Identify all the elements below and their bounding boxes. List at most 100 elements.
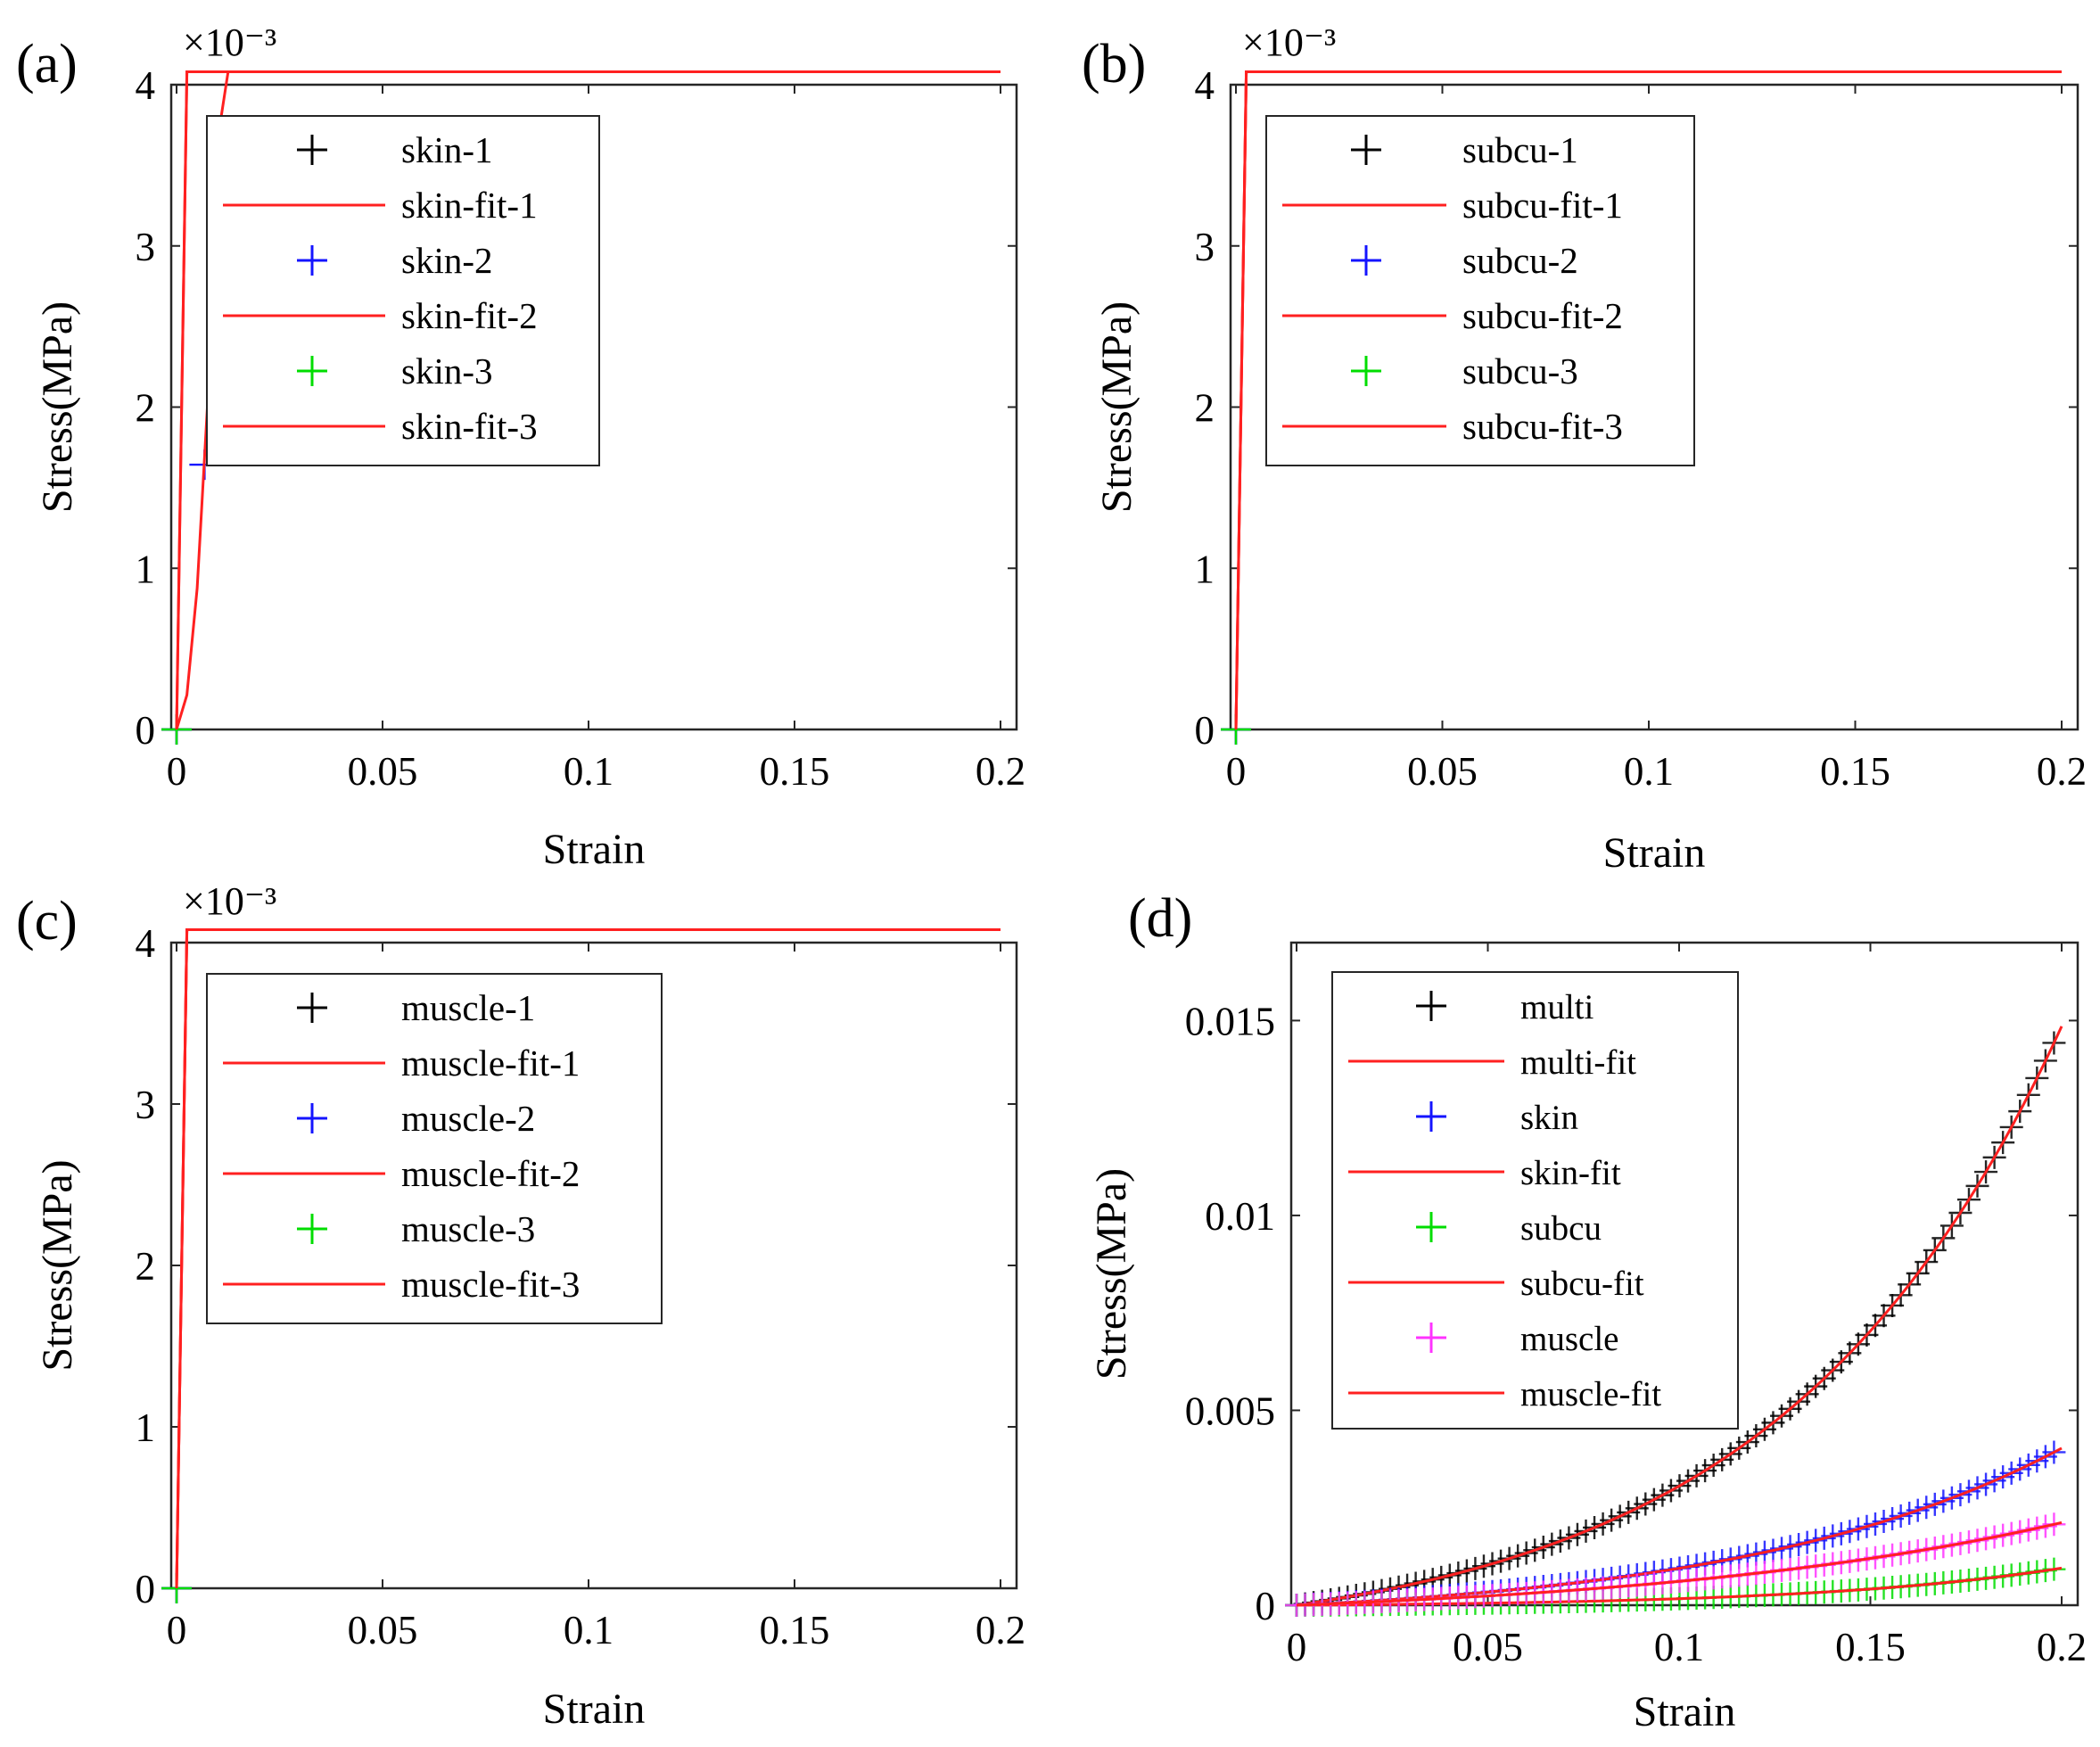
y-tick-label: 2: [136, 1244, 156, 1289]
x-axis-label: Strain: [1603, 829, 1706, 877]
y-exponent-label: ×10⁻³: [183, 879, 276, 923]
legend-entry: muscle-3: [401, 1208, 535, 1249]
series-line-muscle-fit: [1296, 1520, 2063, 1607]
panel-label: (d): [1128, 888, 1192, 949]
y-exponent-label: ×10⁻³: [183, 21, 276, 64]
x-tick-label: 0.15: [1835, 1625, 1906, 1669]
x-tick-label: 0.05: [1453, 1625, 1523, 1669]
legend-swatch-marker: [297, 1103, 327, 1133]
legend-swatch-marker: [297, 1214, 327, 1244]
legend-entry: skin-1: [401, 129, 493, 170]
x-tick-label: 0: [1226, 749, 1247, 794]
legend-entry: muscle-fit-2: [401, 1153, 580, 1194]
series-line-skin-fit-3: [175, 70, 1001, 730]
y-tick-label: 0: [136, 1567, 156, 1611]
chart-panel-a: (a) 0 0.05 0.1 0.15 0.2 0 1 2 3 4 ×10⁻³ Strain Stress…: [16, 21, 1025, 873]
legend-swatch-marker: [1351, 245, 1381, 276]
y-axis-label: Stress(MPa): [34, 301, 81, 513]
legend-entry: subcu-fit-2: [1462, 295, 1623, 336]
x-tick-label: 0.05: [1407, 749, 1478, 794]
legend-swatch-marker: [1416, 1323, 1446, 1353]
legend-entry: muscle-1: [401, 987, 535, 1028]
y-tick-label: 1: [136, 1405, 156, 1450]
x-tick-label: 0.15: [760, 749, 830, 794]
y-tick-label: 0.005: [1185, 1389, 1275, 1433]
legend-entry: skin-fit: [1520, 1154, 1621, 1192]
legend-entry: skin-fit-1: [401, 185, 538, 226]
plot-area: [1221, 70, 2062, 745]
legend-swatch-marker: [1351, 356, 1381, 386]
y-tick-label: 3: [136, 225, 156, 269]
x-tick-label: 0.1: [1654, 1625, 1704, 1669]
y-axis-label: Stress(MPa): [1088, 1168, 1135, 1380]
series-line-subcu-fit-3: [1234, 70, 2062, 730]
y-tick-label: 0: [136, 708, 156, 753]
legend-entry: skin-3: [401, 350, 493, 391]
x-tick-label: 0.2: [976, 1608, 1025, 1652]
legend-swatch-marker: [297, 135, 327, 165]
legend-entry: multi-fit: [1520, 1043, 1636, 1082]
chart-panel-c: (c) 0 0.05 0.1 0.15 0.2 0 1 2 3 4 ×10⁻³ Strain Stress…: [16, 879, 1025, 1733]
legend-entry: subcu-fit-1: [1462, 185, 1623, 226]
legend-entry: skin-2: [401, 240, 493, 281]
legend: subcu-1 subcu-fit-1 subcu-2 subcu-fit-2 subc…: [1265, 115, 1695, 466]
legend-swatch-marker: [297, 356, 327, 386]
legend-swatch-marker: [1416, 1212, 1446, 1242]
legend-entry: skin-fit-3: [401, 406, 538, 447]
x-tick-label: 0.2: [2037, 749, 2087, 794]
y-tick-label: 0.01: [1205, 1194, 1275, 1239]
legend-swatch-marker: [297, 245, 327, 276]
legend-entry: muscle-2: [401, 1098, 535, 1139]
legend-entry: subcu-1: [1462, 129, 1578, 170]
chart-panel-d: (d) 0 0.05 0.1 0.15 0.2 0 0.005 0.01 0.015 Strain S…: [1088, 888, 2087, 1735]
legend-entry: muscle-fit: [1520, 1375, 1661, 1413]
axes-box: [1289, 941, 2079, 1607]
x-tick-label: 0.1: [1624, 749, 1674, 794]
y-tick-label: 4: [136, 63, 156, 108]
y-tick-label: 3: [136, 1083, 156, 1127]
y-axis-label: Stress(MPa): [1093, 301, 1141, 513]
x-tick-label: 0.2: [976, 749, 1025, 794]
y-tick-label: 4: [136, 921, 156, 966]
legend-entry: subcu-fit: [1520, 1265, 1644, 1303]
y-tick-label: 1: [1195, 547, 1215, 591]
plot-area: [1285, 1026, 2066, 1617]
legend-entry: skin: [1520, 1099, 1578, 1137]
legend-entry: muscle-fit-3: [401, 1264, 580, 1305]
series-line-multi-fit: [1296, 1026, 2063, 1607]
legend-entry: muscle-fit-1: [401, 1042, 580, 1084]
legend-entry: skin-fit-2: [401, 295, 538, 336]
y-tick-label: 2: [136, 386, 156, 431]
y-tick-label: 1: [136, 547, 156, 591]
y-axis-label: Stress(MPa): [34, 1159, 81, 1371]
legend-entry: muscle: [1520, 1320, 1618, 1358]
chart-panel-b: (b) 0 0.05 0.1 0.15 0.2 0 1 2 3 4 ×10⁻³ Strain Stress…: [1082, 21, 2087, 877]
x-axis-label: Strain: [543, 1685, 646, 1733]
x-tick-label: 0: [1287, 1625, 1307, 1669]
legend-box: [1265, 115, 1695, 466]
x-tick-label: 0: [167, 1608, 187, 1652]
x-axis-label: Strain: [543, 826, 646, 873]
legend-entry: subcu-2: [1462, 240, 1578, 281]
legend: skin-1 skin-fit-1 skin-2 skin-fit-2 skin-3 sk…: [206, 115, 600, 466]
y-tick-label: 2: [1195, 386, 1215, 431]
x-tick-label: 0.05: [348, 749, 418, 794]
y-tick-label: 3: [1195, 225, 1215, 269]
plot-area: [161, 70, 1001, 745]
legend-entry: subcu-fit-3: [1462, 406, 1623, 447]
legend-swatch-marker: [1416, 1101, 1446, 1132]
x-tick-label: 0.2: [2037, 1625, 2087, 1669]
legend-entry: subcu: [1520, 1209, 1602, 1248]
legend-box: [206, 973, 663, 1324]
y-exponent-label: ×10⁻³: [1242, 21, 1336, 64]
series-line-muscle-fit-3: [175, 928, 1001, 1589]
x-tick-label: 0.15: [1820, 749, 1890, 794]
x-tick-label: 0.1: [564, 1608, 614, 1652]
legend-swatch-marker: [1416, 991, 1446, 1021]
legend-box: [1331, 971, 1739, 1430]
x-tick-label: 0.1: [564, 749, 614, 794]
plot-area: [161, 928, 1001, 1603]
legend: multi multi-fit skin skin-fit subcu subcu-fit…: [1331, 971, 1739, 1430]
legend-box: [206, 115, 600, 466]
